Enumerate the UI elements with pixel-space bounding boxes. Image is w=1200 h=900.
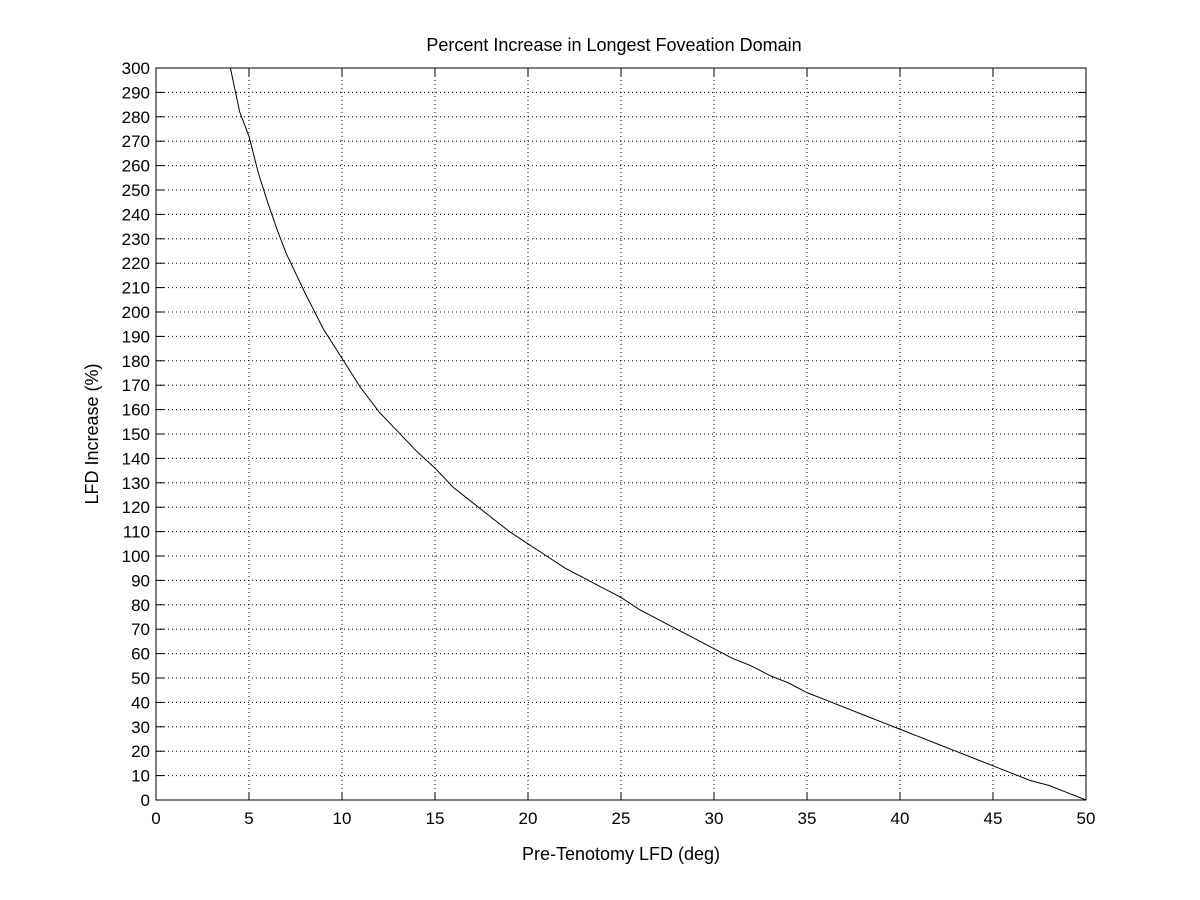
- y-tick-label: 290: [122, 83, 150, 102]
- y-tick-label: 230: [122, 230, 150, 249]
- y-tick-label: 120: [122, 498, 150, 517]
- x-tick-label: 25: [612, 809, 631, 828]
- chart-title: Percent Increase in Longest Foveation Do…: [426, 35, 801, 55]
- x-tick-label: 30: [705, 809, 724, 828]
- series-line-0: [229, 67, 1087, 801]
- y-tick-label: 220: [122, 254, 150, 273]
- y-tick-label: 300: [122, 59, 150, 78]
- y-tick-label: 80: [131, 596, 150, 615]
- x-tick-label: 15: [426, 809, 445, 828]
- grid-layer: [156, 68, 1086, 800]
- y-axis-label: LFD Increase (%): [82, 363, 102, 504]
- y-tick-label: 200: [122, 303, 150, 322]
- y-tick-label: 210: [122, 279, 150, 298]
- y-tick-label: 40: [131, 693, 150, 712]
- y-tick-label: 270: [122, 132, 150, 151]
- y-tick-label: 140: [122, 449, 150, 468]
- x-tick-label: 5: [244, 809, 253, 828]
- x-tick-label: 0: [151, 809, 160, 828]
- y-tick-label: 20: [131, 742, 150, 761]
- y-tick-label: 70: [131, 620, 150, 639]
- y-tick-label: 50: [131, 669, 150, 688]
- x-tick-label: 50: [1077, 809, 1096, 828]
- x-tick-label: 10: [333, 809, 352, 828]
- y-tick-label: 130: [122, 474, 150, 493]
- y-tick-label: 250: [122, 181, 150, 200]
- y-tick-label: 30: [131, 718, 150, 737]
- x-tick-label: 40: [891, 809, 910, 828]
- y-tick-label: 260: [122, 157, 150, 176]
- tick-layer: 0 5 10 15 20 25 30 35 40 45 50 0 10 20 30 40 50 60 70 80 90 1…: [122, 59, 1096, 828]
- x-axis-label: Pre-Tenotomy LFD (deg): [522, 844, 720, 864]
- y-tick-label: 240: [122, 205, 150, 224]
- x-tick-label: 45: [984, 809, 1003, 828]
- y-tick-label: 190: [122, 327, 150, 346]
- y-tick-label: 0: [141, 791, 150, 810]
- y-tick-label: 180: [122, 352, 150, 371]
- y-tick-label: 150: [122, 425, 150, 444]
- y-tick-label: 100: [122, 547, 150, 566]
- series-layer: [229, 67, 1087, 801]
- y-tick-label: 10: [131, 767, 150, 786]
- y-tick-label: 170: [122, 376, 150, 395]
- y-tick-label: 60: [131, 645, 150, 664]
- y-tick-label: 280: [122, 108, 150, 127]
- y-tick-label: 110: [123, 523, 150, 542]
- y-tick-label: 160: [122, 401, 150, 420]
- x-tick-label: 20: [519, 809, 538, 828]
- y-tick-label: 90: [131, 571, 150, 590]
- x-tick-label: 35: [798, 809, 817, 828]
